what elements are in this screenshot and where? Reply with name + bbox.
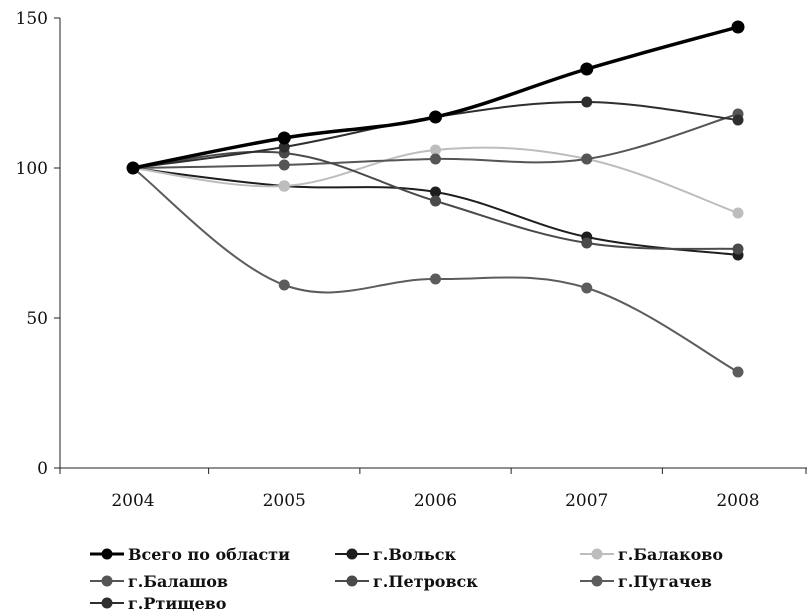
data-point [430, 144, 441, 156]
x-tick-label: 2005 [263, 491, 306, 511]
data-point [126, 161, 140, 175]
data-point [430, 153, 441, 165]
x-tick-label: 2006 [414, 491, 457, 511]
data-point [581, 282, 593, 294]
legend-marker [346, 548, 358, 560]
data-point [732, 243, 744, 255]
y-tick-label: 150 [16, 9, 48, 29]
legend-label: г.Балаково [618, 545, 723, 564]
legend-label: г.Вольск [373, 545, 456, 564]
x-tick-label: 2008 [716, 491, 759, 511]
y-tick-label: 100 [16, 159, 48, 179]
legend-marker [101, 548, 113, 560]
data-point [430, 195, 441, 207]
legend-label: г.Балашов [128, 572, 228, 591]
legend-label: Всего по области [128, 545, 290, 564]
legend-label: г.Петровск [373, 572, 478, 591]
legend-marker [101, 597, 113, 609]
data-point [278, 180, 290, 192]
data-point [278, 159, 290, 171]
y-tick-label: 50 [26, 309, 48, 329]
data-point [581, 237, 593, 249]
legend-label: г.Пугачев [618, 572, 712, 591]
x-tick-label: 2007 [565, 491, 608, 511]
y-tick-label: 0 [37, 459, 48, 479]
data-point [581, 96, 593, 108]
data-point [732, 207, 744, 219]
data-point [278, 279, 290, 291]
data-point [430, 186, 441, 198]
data-point [429, 110, 442, 124]
series-line [132, 167, 739, 256]
data-point [732, 366, 744, 378]
data-point [277, 131, 291, 145]
legend-marker [591, 575, 603, 587]
data-point [278, 141, 290, 153]
data-point [430, 273, 441, 285]
legend-marker [101, 575, 113, 587]
data-point [732, 114, 744, 126]
data-point [580, 62, 594, 76]
x-tick-label: 2004 [111, 491, 154, 511]
legend-marker [346, 575, 358, 587]
data-point [581, 153, 593, 165]
legend-label: г.Ртищево [128, 594, 227, 611]
legend-marker [591, 548, 603, 560]
data-point [731, 20, 745, 34]
